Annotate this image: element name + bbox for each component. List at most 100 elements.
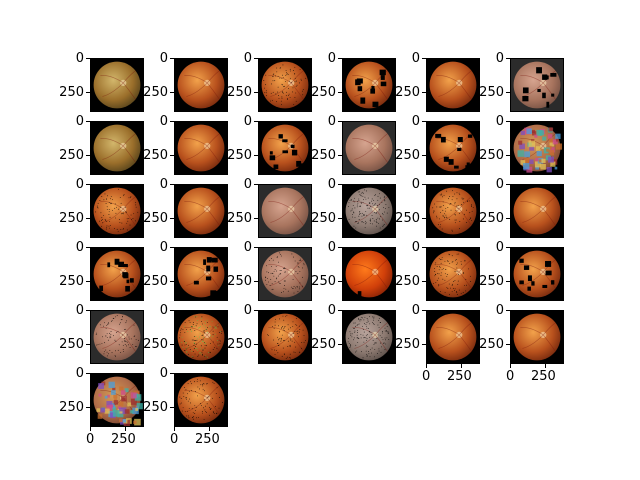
image-axes	[258, 121, 312, 175]
x-ticks: 0 250	[90, 427, 144, 447]
y-tick-label-250: 250	[479, 149, 504, 162]
image-axes	[174, 373, 228, 427]
y-tick-label-0: 0	[412, 178, 420, 191]
fundus-image	[343, 185, 395, 237]
x-tick-mark-0	[510, 364, 511, 368]
y-tick-label-250: 250	[143, 338, 168, 351]
subplot: 0 250 0 250	[482, 310, 572, 372]
image-axes	[258, 58, 312, 112]
image-axes	[174, 247, 228, 301]
y-tick-label-250: 250	[143, 212, 168, 225]
image-axes	[342, 310, 396, 364]
subplot: 0 250 0 250	[398, 310, 488, 372]
y-tick-label-250: 250	[59, 86, 84, 99]
subplot: 0 250	[398, 121, 488, 183]
fundus-image	[511, 311, 563, 363]
subplot: 0 250	[230, 184, 320, 246]
y-tick-label-0: 0	[76, 241, 84, 254]
y-tick-label-250: 250	[227, 86, 252, 99]
y-tick-label-250: 250	[479, 212, 504, 225]
subplot: 0 250	[482, 121, 572, 183]
subplot: 0 250	[146, 310, 236, 372]
y-tick-label-0: 0	[244, 304, 252, 317]
subplot: 0 250	[146, 121, 236, 183]
x-tick-mark-250	[545, 364, 546, 368]
fundus-image	[511, 122, 563, 174]
subplot: 0 250 0 250	[146, 373, 236, 435]
y-tick-label-0: 0	[496, 241, 504, 254]
y-tick-label-250: 250	[479, 338, 504, 351]
fundus-image	[175, 185, 227, 237]
x-tick-mark-250	[209, 427, 210, 431]
subplot: 0 250	[62, 58, 152, 120]
image-axes	[90, 247, 144, 301]
y-tick-label-250: 250	[59, 338, 84, 351]
subplot: 0 250	[62, 121, 152, 183]
y-tick-label-250: 250	[59, 149, 84, 162]
y-tick-label-250: 250	[311, 275, 336, 288]
subplot: 0 250	[230, 247, 320, 309]
image-axes	[426, 310, 480, 364]
subplot: 0 250	[314, 310, 404, 372]
image-axes	[342, 121, 396, 175]
y-tick-label-0: 0	[412, 241, 420, 254]
fundus-image	[259, 185, 311, 237]
subplot: 0 250	[62, 247, 152, 309]
subplot: 0 250	[482, 184, 572, 246]
x-tick-label-250: 250	[195, 433, 220, 446]
y-tick-label-0: 0	[76, 367, 84, 380]
subplot: 0 250	[230, 58, 320, 120]
fundus-image	[343, 311, 395, 363]
y-tick-label-0: 0	[76, 304, 84, 317]
y-tick-label-0: 0	[412, 52, 420, 65]
fundus-image	[259, 248, 311, 300]
y-tick-label-0: 0	[412, 115, 420, 128]
fundus-image	[343, 59, 395, 111]
x-ticks: 0 250	[426, 364, 480, 384]
y-tick-label-250: 250	[395, 86, 420, 99]
y-tick-label-0: 0	[76, 52, 84, 65]
fundus-image	[511, 248, 563, 300]
x-tick-mark-0	[90, 427, 91, 431]
image-axes	[510, 121, 564, 175]
y-tick-label-0: 0	[76, 178, 84, 191]
fundus-image	[91, 311, 143, 363]
x-tick-label-0: 0	[506, 370, 514, 383]
y-tick-label-250: 250	[143, 86, 168, 99]
y-tick-label-250: 250	[395, 149, 420, 162]
x-tick-mark-250	[461, 364, 462, 368]
image-axes	[174, 58, 228, 112]
y-tick-label-250: 250	[311, 212, 336, 225]
x-tick-mark-0	[426, 364, 427, 368]
image-axes	[510, 310, 564, 364]
subplot: 0 250	[146, 58, 236, 120]
x-tick-label-0: 0	[422, 370, 430, 383]
image-axes	[174, 121, 228, 175]
y-tick-label-250: 250	[311, 149, 336, 162]
y-tick-label-250: 250	[59, 275, 84, 288]
y-tick-label-250: 250	[227, 212, 252, 225]
y-tick-label-250: 250	[227, 275, 252, 288]
subplot: 0 250	[482, 58, 572, 120]
fundus-image	[91, 374, 143, 426]
image-axes	[258, 184, 312, 238]
subplot: 0 250	[314, 121, 404, 183]
y-tick-label-0: 0	[244, 115, 252, 128]
fundus-image	[175, 311, 227, 363]
y-tick-label-0: 0	[412, 304, 420, 317]
fundus-image	[427, 248, 479, 300]
fundus-image	[259, 122, 311, 174]
image-axes	[90, 121, 144, 175]
subplot: 0 250	[62, 184, 152, 246]
y-tick-label-250: 250	[59, 401, 84, 414]
fundus-image	[91, 59, 143, 111]
x-ticks: 0 250	[174, 427, 228, 447]
x-tick-mark-0	[174, 427, 175, 431]
y-tick-label-0: 0	[496, 304, 504, 317]
y-tick-label-0: 0	[496, 115, 504, 128]
y-tick-label-0: 0	[328, 52, 336, 65]
image-axes	[426, 121, 480, 175]
image-axes	[90, 184, 144, 238]
image-axes	[174, 184, 228, 238]
